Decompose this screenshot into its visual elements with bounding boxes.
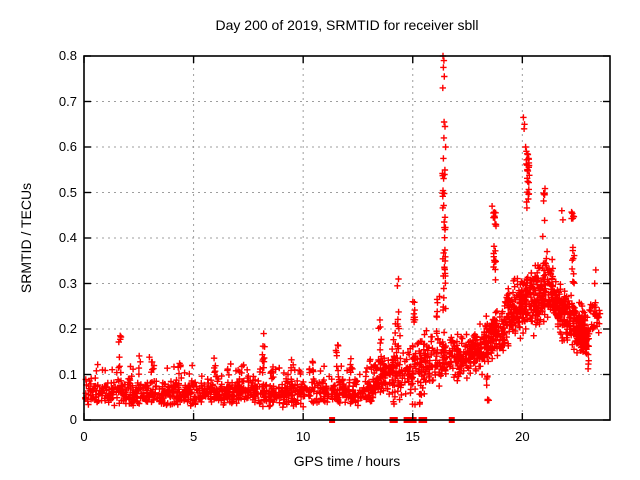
x-tick-label: 5 (189, 429, 198, 444)
y-tick-label: 0.3 (58, 275, 77, 291)
y-tick-label: 0.5 (58, 184, 77, 200)
y-tick-label: 0.1 (58, 366, 77, 382)
x-tick-label: 15 (405, 429, 420, 444)
y-tick-label: 0.4 (58, 230, 77, 245)
grid-lines (84, 56, 610, 420)
chart-title: Day 200 of 2019, SRMTID for receiver sbl… (215, 17, 479, 33)
x-tick-label: 10 (295, 429, 311, 444)
x-axis-title: GPS time / hours (293, 453, 401, 469)
y-tick-label: 0.6 (58, 139, 77, 154)
x-tick-label: 20 (515, 429, 530, 444)
y-tick-label: 0.7 (58, 93, 77, 109)
plot-border (83, 55, 611, 421)
x-tick-label: 0 (80, 429, 88, 444)
y-tick-label: 0 (69, 412, 77, 427)
y-tick-label: 0.2 (58, 321, 77, 336)
scatter-points (82, 52, 604, 411)
y-tick-label: 0.8 (58, 48, 77, 63)
